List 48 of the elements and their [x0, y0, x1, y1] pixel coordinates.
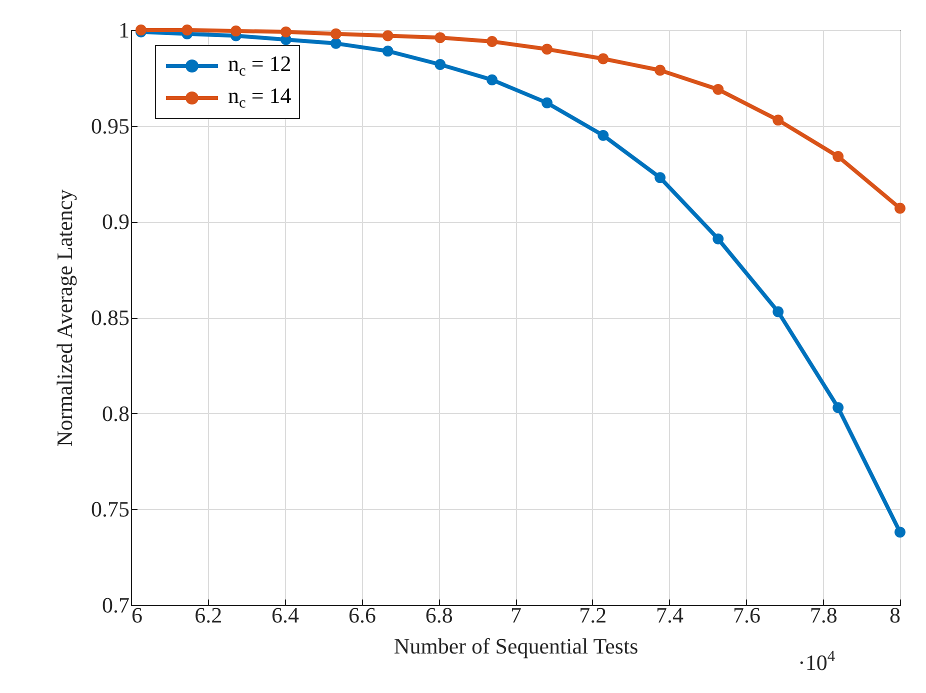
point	[542, 44, 553, 55]
x-tick-label: 7.2	[579, 602, 607, 628]
point	[772, 306, 784, 318]
point	[712, 233, 724, 244]
point	[654, 64, 666, 76]
point	[598, 130, 609, 141]
x-tick-label: 7.4	[656, 602, 684, 628]
x-tick-label: 6.4	[272, 602, 300, 628]
x-tick-label: 6	[132, 602, 142, 628]
point	[382, 30, 394, 42]
point	[894, 526, 906, 538]
point	[486, 36, 498, 47]
y-tick-label: 0.75	[91, 496, 130, 522]
x-tick-label: 8	[890, 602, 900, 628]
point	[654, 172, 666, 184]
point	[230, 25, 242, 36]
legend-label: n$_{c}$ = 14	[228, 83, 292, 113]
x-tick-label: 7	[510, 602, 522, 628]
point	[598, 53, 609, 64]
text: ·10$^{4}$	[798, 648, 836, 676]
x-axis-title: Number of Sequential Tests	[394, 634, 638, 658]
point	[832, 402, 844, 414]
point	[434, 59, 446, 70]
legend-label: n$_{c}$ = 12	[228, 51, 292, 81]
y-tick-label: 0.95	[91, 113, 130, 138]
point	[330, 28, 342, 40]
y-tick-label: 1	[118, 18, 130, 42]
x-tick-label: 6.6	[348, 602, 376, 628]
y-axis-title: Normalized Average Latency	[52, 189, 77, 447]
y-tick-label: 0.7	[102, 592, 130, 618]
y-tick-label: 0.85	[91, 305, 130, 330]
y-tick-label: 0.8	[102, 400, 130, 426]
point	[894, 202, 906, 214]
x-tick-label: 6.8	[425, 602, 453, 628]
point	[434, 32, 446, 44]
point	[330, 38, 342, 49]
x-tick-label: 7.8	[810, 602, 838, 628]
point	[772, 114, 784, 126]
x-tick-label: 6.2	[194, 602, 222, 628]
x-tick-label: 7.6	[732, 602, 760, 628]
point	[712, 84, 724, 95]
point	[280, 26, 292, 38]
point	[182, 24, 193, 36]
point	[486, 74, 498, 86]
point	[382, 46, 394, 57]
point	[832, 151, 844, 162]
y-tick-label: 0.9	[102, 209, 130, 234]
point	[542, 97, 553, 108]
